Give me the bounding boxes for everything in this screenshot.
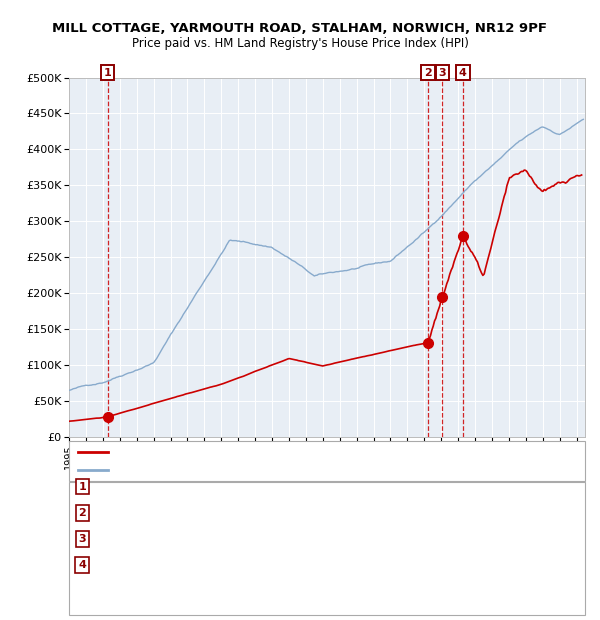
Text: £28,000: £28,000 — [273, 482, 319, 492]
Text: £280,000: £280,000 — [273, 560, 326, 570]
Text: 4: 4 — [459, 68, 467, 78]
Text: 18% ↓ HPI: 18% ↓ HPI — [405, 560, 464, 570]
Text: 61% ↓ HPI: 61% ↓ HPI — [405, 482, 464, 492]
Text: MILL COTTAGE, YARMOUTH ROAD, STALHAM, NORWICH, NR12 9PF (detached house): MILL COTTAGE, YARMOUTH ROAD, STALHAM, NO… — [114, 448, 553, 458]
Text: 12-APR-2018: 12-APR-2018 — [105, 560, 177, 570]
Text: 1: 1 — [79, 482, 86, 492]
Text: 2: 2 — [424, 68, 432, 78]
Text: 38% ↓ HPI: 38% ↓ HPI — [405, 534, 464, 544]
Text: 21-MAR-2016: 21-MAR-2016 — [105, 508, 180, 518]
Text: 3: 3 — [79, 534, 86, 544]
Text: £195,000: £195,000 — [273, 534, 326, 544]
Text: 3: 3 — [439, 68, 446, 78]
Text: 1: 1 — [104, 68, 112, 78]
Text: 2: 2 — [79, 508, 86, 518]
Text: 18-APR-1997: 18-APR-1997 — [105, 482, 177, 492]
Text: 25-JAN-2017: 25-JAN-2017 — [105, 534, 175, 544]
Text: 56% ↓ HPI: 56% ↓ HPI — [405, 508, 464, 518]
Text: 4: 4 — [78, 560, 86, 570]
Text: HPI: Average price, detached house, North Norfolk: HPI: Average price, detached house, Nort… — [114, 464, 377, 474]
Text: Price paid vs. HM Land Registry's House Price Index (HPI): Price paid vs. HM Land Registry's House … — [131, 37, 469, 50]
Text: Contains HM Land Registry data © Crown copyright and database right 2024.
This d: Contains HM Land Registry data © Crown c… — [69, 592, 409, 611]
Text: MILL COTTAGE, YARMOUTH ROAD, STALHAM, NORWICH, NR12 9PF: MILL COTTAGE, YARMOUTH ROAD, STALHAM, NO… — [53, 22, 548, 35]
Text: £131,000: £131,000 — [273, 508, 326, 518]
